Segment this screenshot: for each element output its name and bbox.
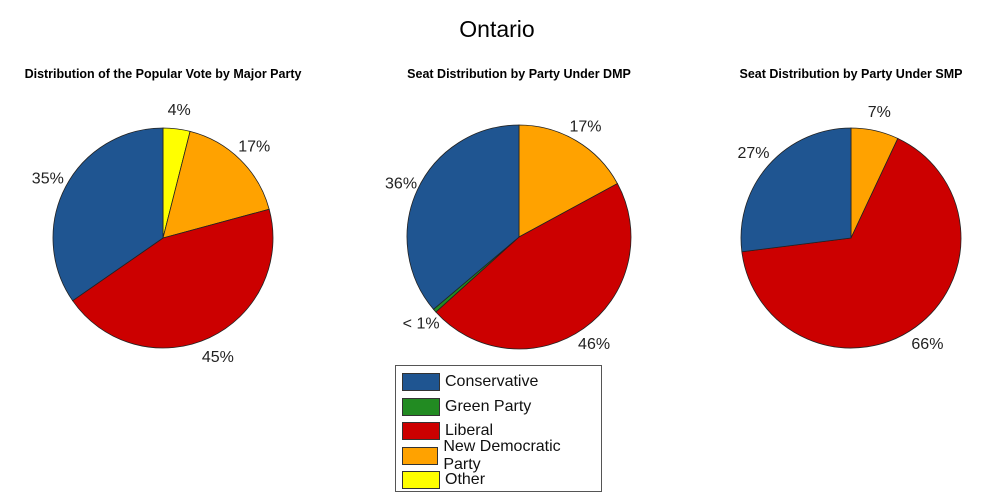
slice-data-label: 17% (238, 138, 270, 155)
pie-slice-new-democratic-party (162, 130, 270, 239)
legend-item-liberal: Liberal (402, 419, 595, 444)
slice-data-label: 4% (168, 102, 191, 119)
legend-item-conservative: Conservative (402, 370, 595, 395)
slice-data-label: < 1% (403, 316, 440, 333)
pie-title: Seat Distribution by Party Under SMP (740, 67, 963, 81)
chart-main-title: Ontario (459, 16, 535, 42)
pie-title: Seat Distribution by Party Under DMP (407, 67, 631, 81)
legend-item-ndp: New Democratic Party (402, 438, 595, 473)
legend-swatch (402, 373, 440, 392)
pie-title: Distribution of the Popular Vote by Majo… (25, 67, 302, 81)
legend-swatch (402, 471, 440, 490)
pie-slice-new-democratic-party (518, 124, 618, 238)
legend: Conservative Green Party Liberal New Dem… (395, 365, 602, 492)
legend-swatch (402, 397, 440, 416)
legend-label: Liberal (445, 422, 494, 440)
pie-slice-liberal (435, 183, 632, 350)
legend-label: Other (445, 471, 486, 489)
slice-data-label: 7% (868, 104, 891, 121)
legend-swatch (402, 446, 439, 465)
pie-slice-liberal (741, 137, 962, 349)
legend-label: New Democratic Party (443, 437, 561, 473)
slice-data-label: 45% (202, 349, 234, 366)
slice-data-label: 27% (737, 145, 769, 162)
slice-data-label: 35% (32, 171, 64, 188)
legend-item-other: Other (402, 468, 595, 493)
slice-data-label: 46% (578, 336, 610, 353)
slice-data-label: 36% (385, 175, 417, 192)
legend-item-green: Green Party (402, 395, 595, 420)
slice-data-label: 66% (911, 336, 943, 353)
pie-slice-conservative (52, 127, 164, 302)
pie-slice-conservative (740, 127, 852, 253)
slice-data-label: 17% (569, 118, 601, 135)
pie-slice-conservative (406, 124, 520, 310)
legend-label: Green Party (445, 397, 532, 415)
legend-label: Conservative (445, 373, 539, 391)
legend-swatch (402, 422, 440, 441)
pie-slice-liberal (72, 208, 274, 349)
